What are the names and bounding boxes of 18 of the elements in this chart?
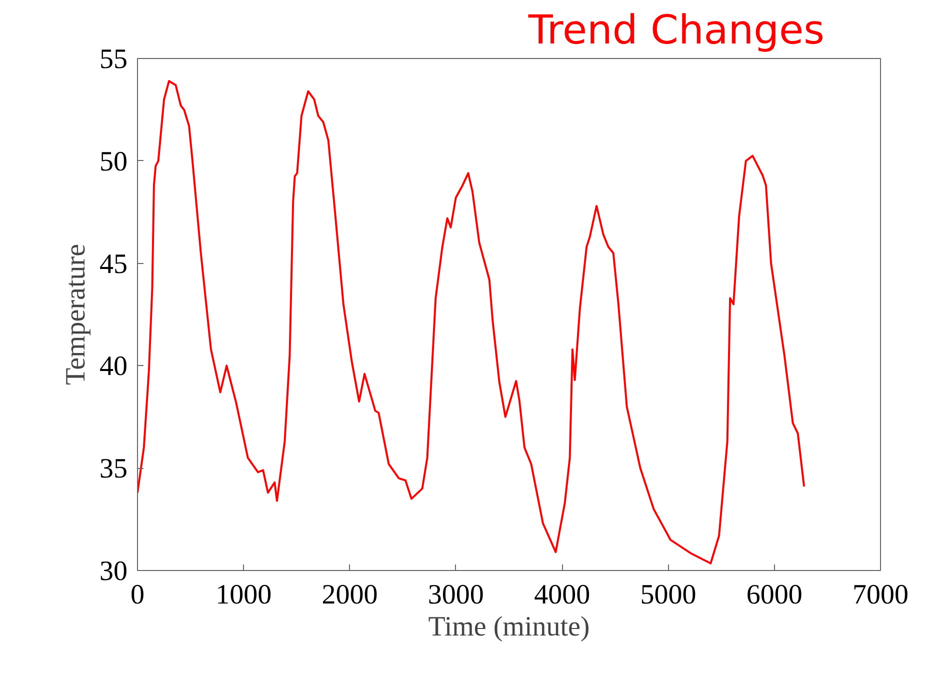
y-tick-label: 40 [100, 351, 128, 382]
x-tick-label: 1000 [216, 580, 272, 610]
line-series [138, 80, 806, 564]
y-tick-label: 30 [100, 556, 128, 587]
x-tick-label: 4000 [534, 580, 590, 610]
text: Trend Changes [527, 8, 824, 54]
y-tick-label: 35 [100, 454, 128, 485]
y-axis-title: Temperature [60, 244, 92, 386]
x-tick-label: 3000 [428, 580, 484, 610]
x-tick-label: 2000 [322, 580, 378, 610]
x-tick-label: 0 [130, 580, 144, 610]
y-tick-label: 50 [100, 146, 128, 178]
x-tick-label: 7000 [852, 580, 908, 610]
y-tick-label: 45 [100, 248, 128, 280]
y-tick-label: 55 [100, 44, 128, 75]
x-axis-title: Time (minute) [428, 612, 590, 642]
x-tick-label: 6000 [746, 580, 802, 610]
x-tick-label: 5000 [640, 580, 696, 610]
